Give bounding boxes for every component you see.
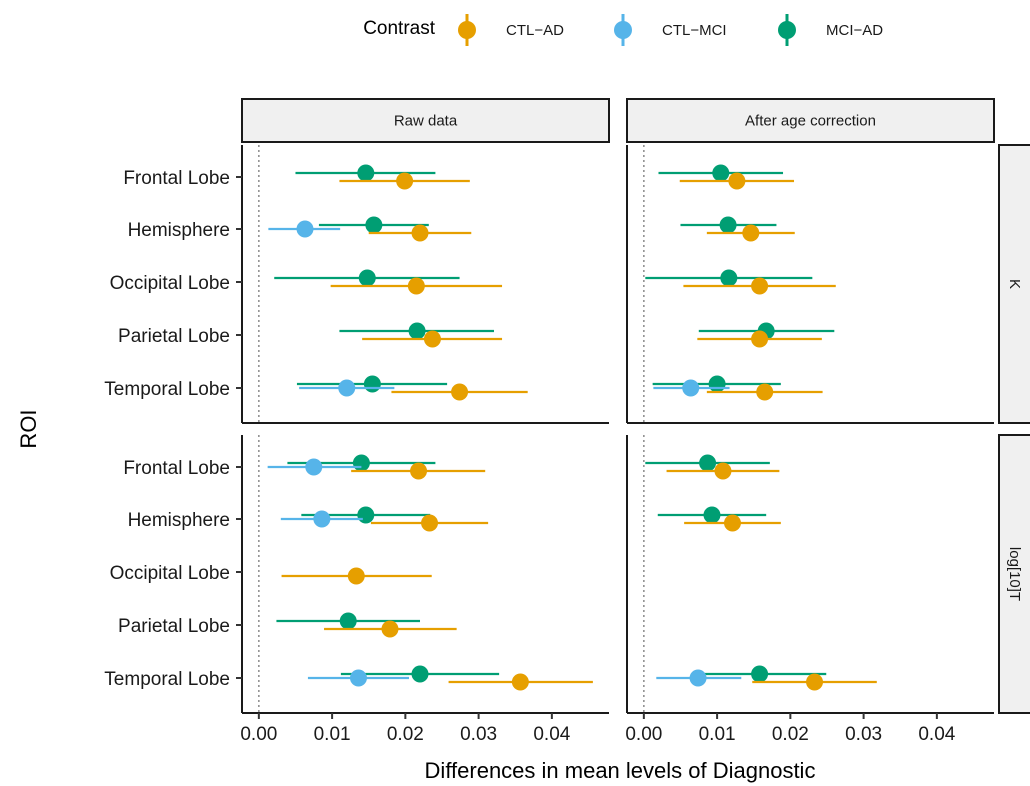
point-frontal-lobe-ctl-ad bbox=[396, 172, 414, 190]
legend: Contrast CTL−AD CTL−MCI MCI−AD bbox=[363, 14, 883, 46]
point-frontal-lobe-mci-ad bbox=[357, 164, 375, 182]
y-tick-label-occipital-lobe: Occipital Lobe bbox=[110, 563, 230, 584]
point-temporal-lobe-ctl-mci bbox=[689, 669, 707, 687]
x-tick-label: 0.00 bbox=[240, 724, 277, 745]
point-hemisphere-ctl-ad bbox=[421, 514, 439, 532]
strip-row-0 bbox=[998, 144, 1030, 424]
point-temporal-lobe-ctl-mci bbox=[349, 669, 367, 687]
strip-label-row-0: K bbox=[1006, 279, 1023, 289]
strip-row-1 bbox=[998, 434, 1030, 714]
point-temporal-lobe-ctl-ad bbox=[451, 383, 469, 401]
x-tick-label: 0.03 bbox=[845, 724, 882, 745]
point-occipital-lobe-mci-ad bbox=[720, 269, 738, 287]
point-frontal-lobe-ctl-ad bbox=[714, 462, 732, 480]
point-parietal-lobe-ctl-ad bbox=[423, 330, 441, 348]
point-temporal-lobe-ctl-ad bbox=[806, 673, 824, 691]
legend-label-ctl-ad: CTL−AD bbox=[506, 22, 564, 39]
y-tick-label-hemisphere: Hemisphere bbox=[128, 220, 230, 241]
x-tick-label: 0.01 bbox=[314, 724, 351, 745]
point-frontal-lobe-mci-ad bbox=[699, 454, 717, 472]
legend-key-ctl-mci bbox=[614, 14, 632, 46]
y-tick-label-frontal-lobe: Frontal Lobe bbox=[123, 168, 230, 189]
axes: Frontal Lobe Hemisphere Occipital Lobe Pari… bbox=[16, 168, 956, 783]
panel-0-1 bbox=[626, 145, 994, 424]
point-temporal-lobe-ctl-mci bbox=[338, 379, 356, 397]
point-hemisphere-ctl-mci bbox=[313, 510, 331, 528]
strip-column-0 bbox=[241, 98, 610, 143]
point-occipital-lobe-ctl-ad bbox=[407, 277, 425, 295]
point-temporal-lobe-mci-ad bbox=[411, 665, 429, 683]
y-tick-label-temporal-lobe: Temporal Lobe bbox=[104, 379, 230, 400]
x-tick-label: 0.02 bbox=[772, 724, 809, 745]
point-hemisphere-ctl-ad bbox=[411, 224, 429, 242]
strip-label-column-1: After age correction bbox=[745, 113, 876, 130]
point-parietal-lobe-ctl-ad bbox=[381, 620, 399, 638]
legend-key-dot bbox=[778, 21, 796, 39]
x-axis-title: Differences in mean levels of Diagnostic bbox=[425, 758, 816, 783]
x-tick-label: 0.04 bbox=[918, 724, 955, 745]
point-frontal-lobe-ctl-mci bbox=[305, 458, 323, 476]
point-hemisphere-ctl-mci bbox=[296, 220, 314, 238]
point-occipital-lobe-ctl-ad bbox=[347, 567, 365, 585]
x-tick-label: 0.03 bbox=[460, 724, 497, 745]
point-temporal-lobe-mci-ad bbox=[363, 375, 381, 393]
point-hemisphere-mci-ad bbox=[703, 506, 721, 524]
point-frontal-lobe-ctl-ad bbox=[410, 462, 428, 480]
legend-key-ctl-ad bbox=[458, 14, 476, 46]
y-tick-label-hemisphere: Hemisphere bbox=[128, 510, 230, 531]
legend-label-ctl-mci: CTL−MCI bbox=[662, 22, 727, 39]
x-tick-label: 0.00 bbox=[625, 724, 662, 745]
panel-0-0 bbox=[241, 145, 609, 424]
y-tick-label-temporal-lobe: Temporal Lobe bbox=[104, 669, 230, 690]
point-parietal-lobe-ctl-ad bbox=[751, 330, 769, 348]
point-hemisphere-ctl-ad bbox=[742, 224, 760, 242]
x-tick-label: 0.04 bbox=[533, 724, 570, 745]
strip-label-row-1: log[10]T bbox=[1006, 547, 1023, 601]
x-tick-label: 0.01 bbox=[699, 724, 736, 745]
legend-label-mci-ad: MCI−AD bbox=[826, 22, 883, 39]
strip-column-1 bbox=[626, 98, 995, 143]
point-temporal-lobe-mci-ad bbox=[751, 665, 769, 683]
strip-label-column-0: Raw data bbox=[394, 113, 458, 130]
point-parietal-lobe-mci-ad bbox=[408, 322, 426, 340]
point-parietal-lobe-mci-ad bbox=[339, 612, 357, 630]
panel-1-1 bbox=[626, 435, 994, 714]
point-hemisphere-mci-ad bbox=[357, 506, 375, 524]
point-hemisphere-ctl-ad bbox=[723, 514, 741, 532]
x-tick-label: 0.02 bbox=[387, 724, 424, 745]
legend-key-dot bbox=[614, 21, 632, 39]
y-tick-label-parietal-lobe: Parietal Lobe bbox=[118, 326, 230, 347]
legend-key-mci-ad bbox=[778, 14, 796, 46]
point-occipital-lobe-mci-ad bbox=[358, 269, 376, 287]
point-temporal-lobe-ctl-ad bbox=[511, 673, 529, 691]
y-axis-title: ROI bbox=[16, 409, 41, 448]
legend-key-dot bbox=[458, 21, 476, 39]
y-tick-label-occipital-lobe: Occipital Lobe bbox=[110, 273, 230, 294]
point-hemisphere-mci-ad bbox=[719, 216, 737, 234]
y-tick-label-frontal-lobe: Frontal Lobe bbox=[123, 458, 230, 479]
point-frontal-lobe-ctl-ad bbox=[728, 172, 746, 190]
y-tick-label-parietal-lobe: Parietal Lobe bbox=[118, 616, 230, 637]
point-hemisphere-mci-ad bbox=[365, 216, 383, 234]
point-occipital-lobe-ctl-ad bbox=[751, 277, 769, 295]
point-frontal-lobe-mci-ad bbox=[352, 454, 370, 472]
point-frontal-lobe-mci-ad bbox=[712, 164, 730, 182]
point-temporal-lobe-mci-ad bbox=[708, 375, 726, 393]
legend-title: Contrast bbox=[363, 18, 436, 39]
point-temporal-lobe-ctl-ad bbox=[756, 383, 774, 401]
panel-1-0 bbox=[241, 435, 609, 714]
point-temporal-lobe-ctl-mci bbox=[682, 379, 700, 397]
